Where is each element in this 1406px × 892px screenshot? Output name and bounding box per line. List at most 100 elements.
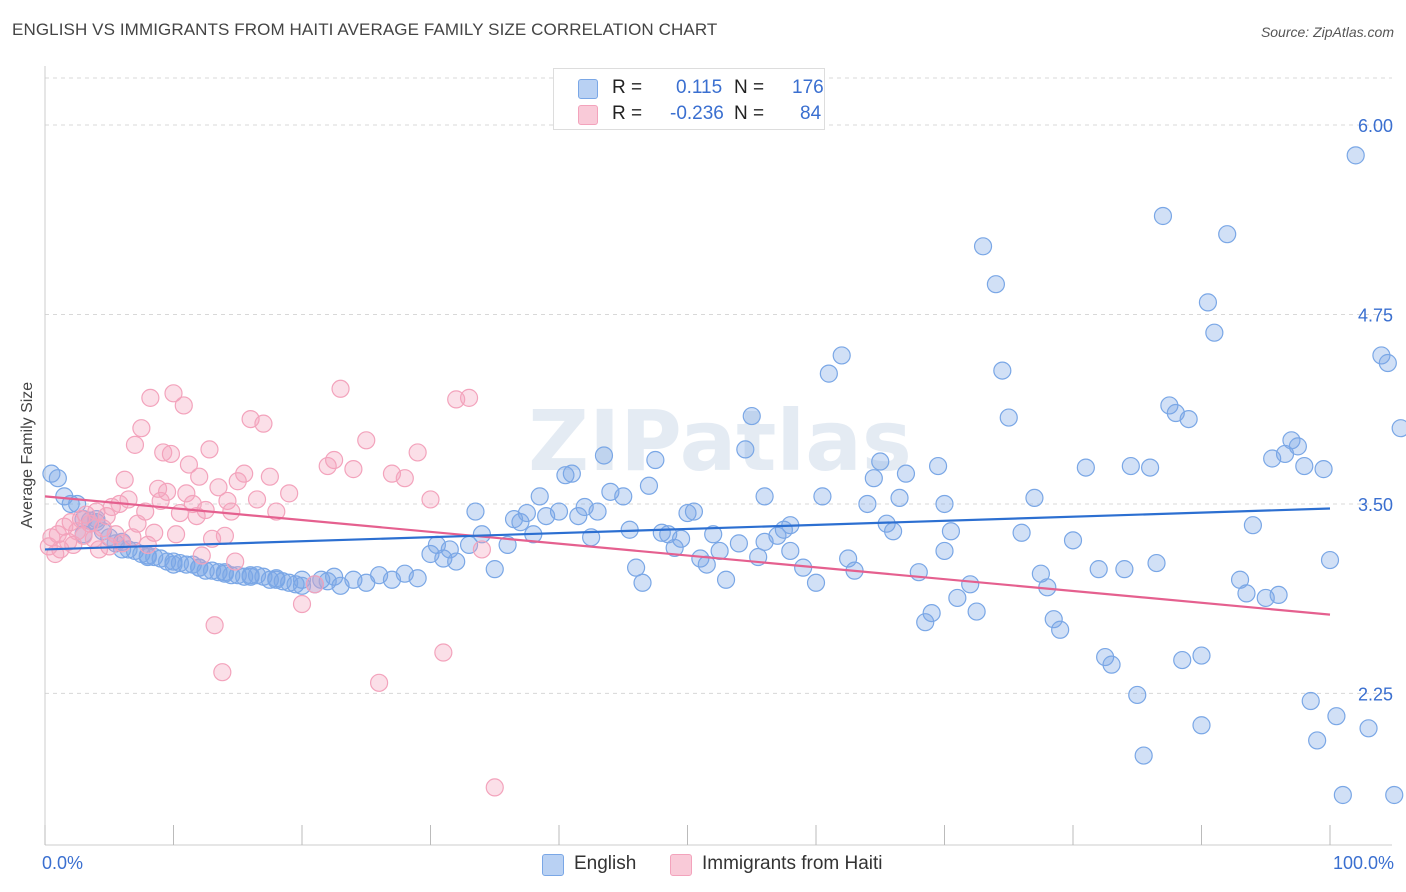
- english-point: [1140, 458, 1160, 477]
- haiti-point: [226, 552, 245, 571]
- trend-lines: [44, 495, 1331, 616]
- haiti-r-label: R =: [612, 103, 643, 124]
- tick-labels: 2.25 3.50 4.75 6.00 0.0% 100.0%: [42, 116, 1394, 873]
- english-point: [935, 494, 954, 514]
- haiti-point: [247, 490, 267, 509]
- haiti-point: [89, 540, 109, 559]
- haiti-point: [48, 525, 67, 544]
- english-point: [864, 469, 883, 488]
- legend-haiti-swatch: [670, 854, 692, 876]
- english-point: [556, 466, 575, 485]
- english-point: [716, 570, 736, 589]
- english-point: [993, 361, 1012, 380]
- haiti-point: [174, 396, 193, 415]
- english-point: [704, 525, 723, 544]
- english-point: [267, 569, 286, 588]
- english-point: [742, 406, 761, 426]
- english-point: [896, 464, 916, 483]
- haiti-point: [228, 472, 247, 491]
- haiti-point: [472, 540, 491, 559]
- bottom-legend: English Immigrants from Haiti: [0, 852, 1406, 878]
- watermark: ZIPatlas: [528, 392, 912, 490]
- haiti-n-value: 84: [800, 103, 822, 124]
- haiti-point: [77, 505, 96, 524]
- english-point: [1128, 685, 1147, 705]
- english-point: [1269, 585, 1288, 605]
- english-point: [517, 503, 536, 523]
- english-point: [697, 555, 716, 574]
- english-point: [626, 558, 646, 577]
- y-tick-label: 2.25: [1358, 684, 1393, 704]
- english-point: [729, 534, 749, 553]
- english-point: [447, 552, 466, 571]
- y-tick-label: 6.00: [1358, 116, 1393, 136]
- haiti-point: [209, 478, 228, 497]
- haiti-point: [151, 491, 170, 511]
- y-tick-label: 4.75: [1358, 306, 1393, 326]
- haiti-trend-line: [44, 495, 1331, 616]
- x-tick-label-max: 100.0%: [1333, 853, 1394, 873]
- haiti-point: [305, 575, 324, 594]
- english-point: [819, 364, 838, 383]
- english-point: [1160, 396, 1179, 415]
- english-point: [1378, 353, 1397, 373]
- english-point: [1134, 746, 1153, 765]
- chart-title: ENGLISH VS IMMIGRANTS FROM HAITI AVERAGE…: [12, 20, 718, 39]
- stats-legend-box: R = 0.115 N = 176 R = -0.236 N = 84: [553, 68, 825, 130]
- english-point: [1391, 419, 1406, 438]
- english-point: [639, 476, 659, 495]
- english-point: [511, 513, 530, 532]
- english-point: [806, 573, 826, 592]
- haiti-point: [97, 506, 116, 526]
- english-point: [973, 237, 993, 256]
- haiti-point: [408, 443, 427, 462]
- haiti-point: [213, 663, 232, 682]
- english-point: [1308, 731, 1327, 750]
- y-tick-label: 3.50: [1358, 495, 1393, 515]
- english-point: [549, 502, 569, 521]
- haiti-point: [395, 469, 414, 488]
- english-point: [1218, 225, 1237, 244]
- haiti-point: [280, 484, 299, 503]
- english-point: [1359, 719, 1378, 738]
- english-r-value: 0.115: [676, 77, 723, 98]
- english-points: [42, 146, 1406, 805]
- english-point: [1320, 550, 1340, 570]
- haiti-point: [132, 419, 151, 438]
- english-point: [569, 506, 588, 526]
- haiti-point: [145, 523, 164, 542]
- haiti-point: [141, 388, 160, 407]
- english-point: [1385, 785, 1404, 805]
- haiti-point: [357, 431, 376, 450]
- english-point: [1102, 655, 1121, 674]
- english-point: [941, 522, 961, 541]
- haiti-point: [370, 673, 389, 692]
- english-point: [1192, 716, 1211, 735]
- english-point: [671, 529, 691, 548]
- english-point: [48, 469, 67, 488]
- legend-english-label: English: [574, 853, 637, 874]
- english-point: [935, 541, 954, 561]
- english-point: [408, 569, 427, 588]
- english-point: [325, 567, 344, 586]
- haiti-n-label: N =: [734, 103, 765, 124]
- english-point: [1327, 707, 1346, 726]
- haiti-point: [136, 502, 155, 521]
- english-swatch: [578, 79, 598, 99]
- english-point: [646, 450, 665, 470]
- english-point: [1076, 458, 1095, 477]
- english-point: [485, 560, 504, 579]
- haiti-point: [485, 778, 504, 797]
- haiti-point: [331, 379, 350, 398]
- haiti-point: [157, 482, 177, 501]
- haiti-point: [235, 464, 254, 483]
- haiti-point: [125, 435, 145, 454]
- english-point: [813, 487, 832, 506]
- haiti-point: [200, 440, 219, 459]
- haiti-point: [459, 388, 479, 407]
- english-point: [922, 603, 941, 623]
- haiti-point: [344, 460, 363, 479]
- haiti-point: [215, 526, 234, 545]
- english-point: [928, 456, 948, 476]
- haiti-point: [267, 502, 286, 521]
